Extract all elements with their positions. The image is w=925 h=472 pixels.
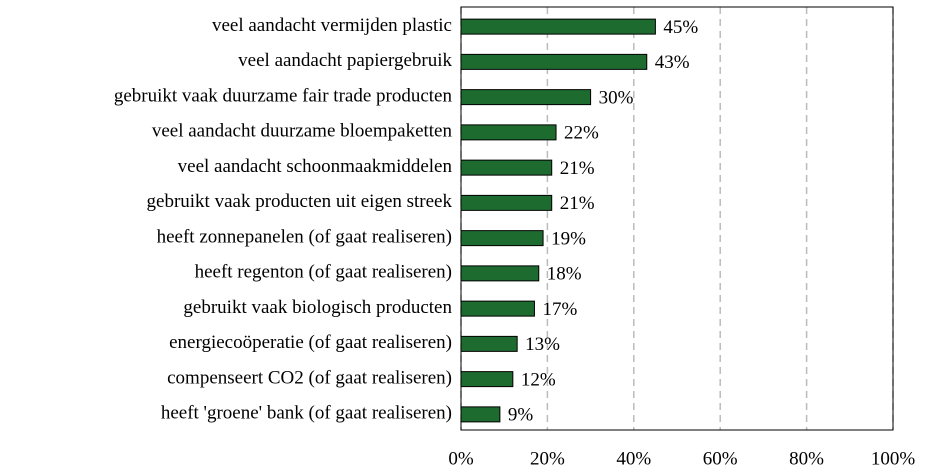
- x-tick-label: 80%: [789, 448, 824, 469]
- value-label: 9%: [508, 405, 534, 426]
- y-tick-label: gebruikt vaak producten uit eigen streek: [147, 191, 453, 212]
- bar: [460, 53, 648, 70]
- x-tick-label: 60%: [703, 448, 738, 469]
- value-label: 18%: [547, 264, 582, 285]
- y-tick-label: heeft regenton (of gaat realiseren): [195, 262, 452, 283]
- value-label: 43%: [655, 52, 690, 73]
- y-tick-label: veel aandacht schoonmaakmiddelen: [178, 156, 453, 177]
- bar: [460, 371, 514, 388]
- y-tick-label: heeft zonnepanelen (of gaat realiseren): [157, 226, 452, 247]
- bar: [460, 89, 592, 106]
- value-label: 21%: [560, 158, 595, 179]
- y-tick-label: veel aandacht papiergebruik: [238, 50, 452, 71]
- bar: [460, 159, 553, 176]
- value-label: 21%: [560, 193, 595, 214]
- y-tick-label: compenseert CO2 (of gaat realiseren): [167, 367, 452, 388]
- value-label: 22%: [564, 123, 599, 144]
- x-tick-label: 100%: [871, 448, 916, 469]
- bar: [460, 335, 518, 352]
- value-label: 12%: [521, 369, 556, 390]
- y-tick-label: heeft 'groene' bank (of gaat realiseren): [161, 403, 452, 424]
- bar: [460, 194, 553, 211]
- x-tick-label: 20%: [530, 448, 565, 469]
- bar: [460, 406, 501, 423]
- value-label: 13%: [525, 334, 560, 355]
- bar: [460, 300, 535, 317]
- bar: [460, 18, 656, 35]
- value-label: 19%: [551, 228, 586, 249]
- bar: [460, 230, 544, 247]
- x-tick-label: 0%: [448, 448, 474, 469]
- y-tick-label: gebruikt vaak biologisch producten: [183, 297, 452, 318]
- value-label: 45%: [663, 17, 698, 38]
- bar: [460, 265, 540, 282]
- x-tick-label: 40%: [616, 448, 651, 469]
- y-tick-label: gebruikt vaak duurzame fair trade produc…: [114, 85, 453, 106]
- y-tick-label: veel aandacht duurzame bloempaketten: [152, 121, 453, 142]
- value-label: 17%: [542, 299, 577, 320]
- value-label: 30%: [599, 87, 634, 108]
- bar: [460, 124, 557, 141]
- y-tick-label: veel aandacht vermijden plastic: [212, 15, 452, 36]
- plot-border: [460, 6, 894, 431]
- y-tick-label: energiecoöperatie (of gaat realiseren): [169, 332, 452, 353]
